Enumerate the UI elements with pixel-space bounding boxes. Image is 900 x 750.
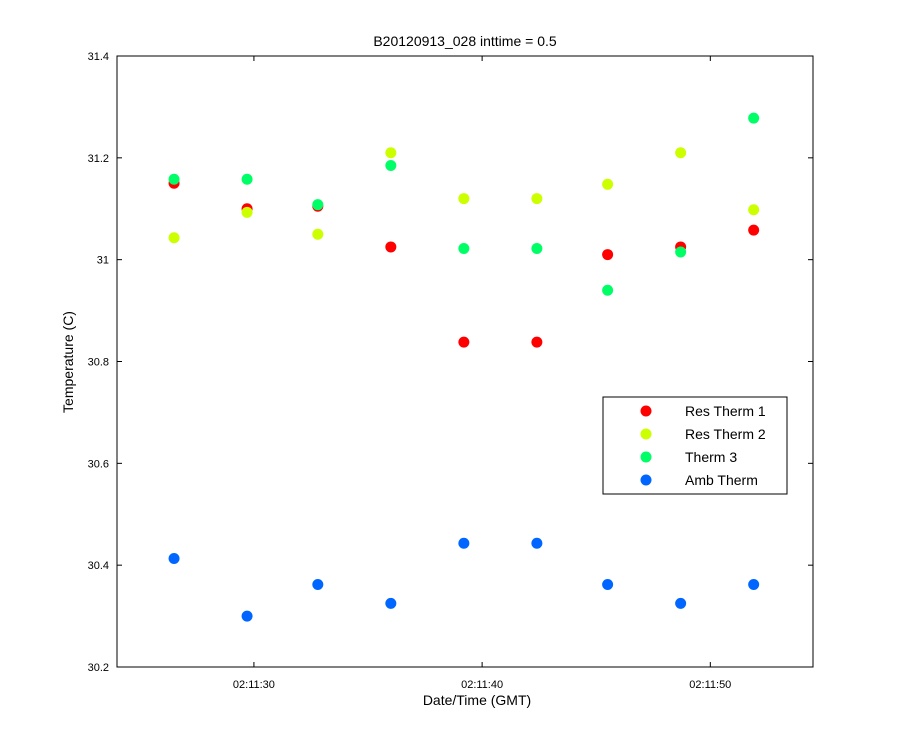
point-res-therm-1 <box>531 336 543 348</box>
x-tick-label: 02:11:40 <box>461 679 503 691</box>
y-tick-label: 31 <box>97 255 109 267</box>
point-therm-3 <box>602 284 614 296</box>
point-res-therm-2 <box>241 206 253 218</box>
point-amb-therm <box>602 579 614 591</box>
point-amb-therm <box>168 553 180 565</box>
point-res-therm-2 <box>675 147 687 159</box>
legend-marker-amb-therm <box>640 474 652 486</box>
legend-label-res-therm-2: Res Therm 2 <box>685 426 766 442</box>
point-therm-3 <box>168 173 180 185</box>
legend: Res Therm 1 Res Therm 2 Therm 3 Amb Therm <box>602 396 788 495</box>
point-res-therm-2 <box>602 178 614 190</box>
point-therm-3 <box>675 246 687 258</box>
point-amb-therm <box>458 537 470 549</box>
point-therm-3 <box>241 173 253 185</box>
plot-area <box>116 55 814 668</box>
point-res-therm-1 <box>385 241 397 253</box>
y-tick-label: 31.4 <box>88 51 109 63</box>
chart-title: B20120913_028 inttime = 0.5 <box>373 33 557 49</box>
y-tick-label: 30.2 <box>88 662 109 674</box>
x-tick-label: 02:11:30 <box>233 679 275 691</box>
legend-label-res-therm-1: Res Therm 1 <box>685 403 766 419</box>
point-therm-3 <box>531 242 543 254</box>
legend-box <box>602 396 788 495</box>
point-res-therm-2 <box>531 193 543 205</box>
point-amb-therm <box>312 579 324 591</box>
point-amb-therm <box>531 537 543 549</box>
legend-marker-res-therm-1 <box>640 405 652 417</box>
point-res-therm-2 <box>385 147 397 159</box>
y-tick-label: 30.8 <box>88 357 109 369</box>
x-axis: 02:11:30 02:11:40 02:11:50 <box>233 56 731 691</box>
y-axis: 30.2 30.4 30.6 30.8 31 31.2 31.4 <box>88 51 813 674</box>
x-axis-label: Date/Time (GMT) <box>423 692 531 708</box>
point-therm-3 <box>385 159 397 171</box>
point-therm-3 <box>748 112 760 124</box>
data-points <box>168 112 760 622</box>
point-res-therm-2 <box>748 204 760 216</box>
y-tick-label: 30.4 <box>88 560 109 572</box>
legend-marker-therm-3 <box>640 451 652 463</box>
point-res-therm-2 <box>312 228 324 240</box>
point-res-therm-1 <box>748 224 760 236</box>
point-amb-therm <box>385 597 397 609</box>
point-res-therm-2 <box>458 193 470 205</box>
legend-label-amb-therm: Amb Therm <box>685 472 758 488</box>
y-tick-label: 30.6 <box>88 458 109 470</box>
point-therm-3 <box>458 242 470 254</box>
legend-marker-res-therm-2 <box>640 428 652 440</box>
point-res-therm-1 <box>458 336 470 348</box>
x-tick-label: 02:11:50 <box>689 679 731 691</box>
point-amb-therm <box>748 579 760 591</box>
point-res-therm-2 <box>168 232 180 244</box>
y-axis-label: Temperature (C) <box>60 311 76 413</box>
y-tick-label: 31.2 <box>88 153 109 165</box>
point-amb-therm <box>241 610 253 622</box>
point-amb-therm <box>675 597 687 609</box>
point-res-therm-1 <box>602 249 614 261</box>
legend-label-therm-3: Therm 3 <box>685 449 737 465</box>
point-therm-3 <box>312 199 324 211</box>
